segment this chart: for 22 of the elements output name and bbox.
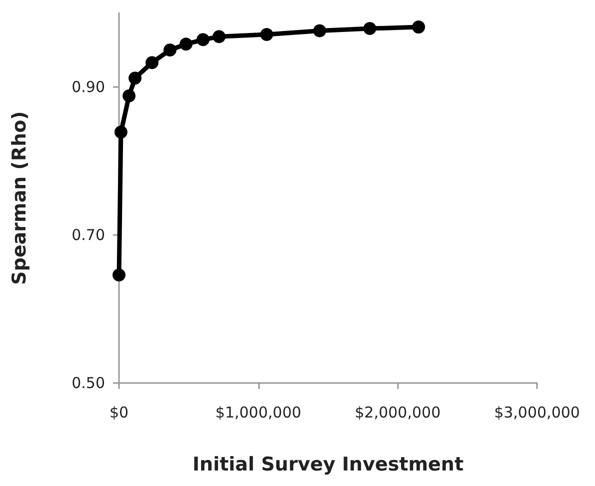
point [412,20,426,34]
y-tick-label: 0.50 [72,374,105,392]
x-axis-title: Initial Survey Investment [192,454,464,476]
point [313,24,326,38]
x-tick-label: $3,000,000 [494,404,580,422]
point [146,56,159,70]
y-tick-label: 0.70 [72,226,105,244]
x-tick-label: $1,000,000 [215,404,302,422]
point [128,72,142,85]
y-tick-label: 0.90 [72,78,105,96]
point [196,33,210,46]
y-axis-title: Spearman (Rho) [8,111,30,285]
point [164,44,176,56]
point [212,30,226,44]
point [112,268,126,282]
point [114,126,128,139]
point [180,38,193,51]
point [363,22,376,36]
point [122,89,136,102]
x-tick-label: $2,000,000 [354,404,441,422]
x-tick-label: $0 [109,404,129,422]
point [260,28,274,41]
